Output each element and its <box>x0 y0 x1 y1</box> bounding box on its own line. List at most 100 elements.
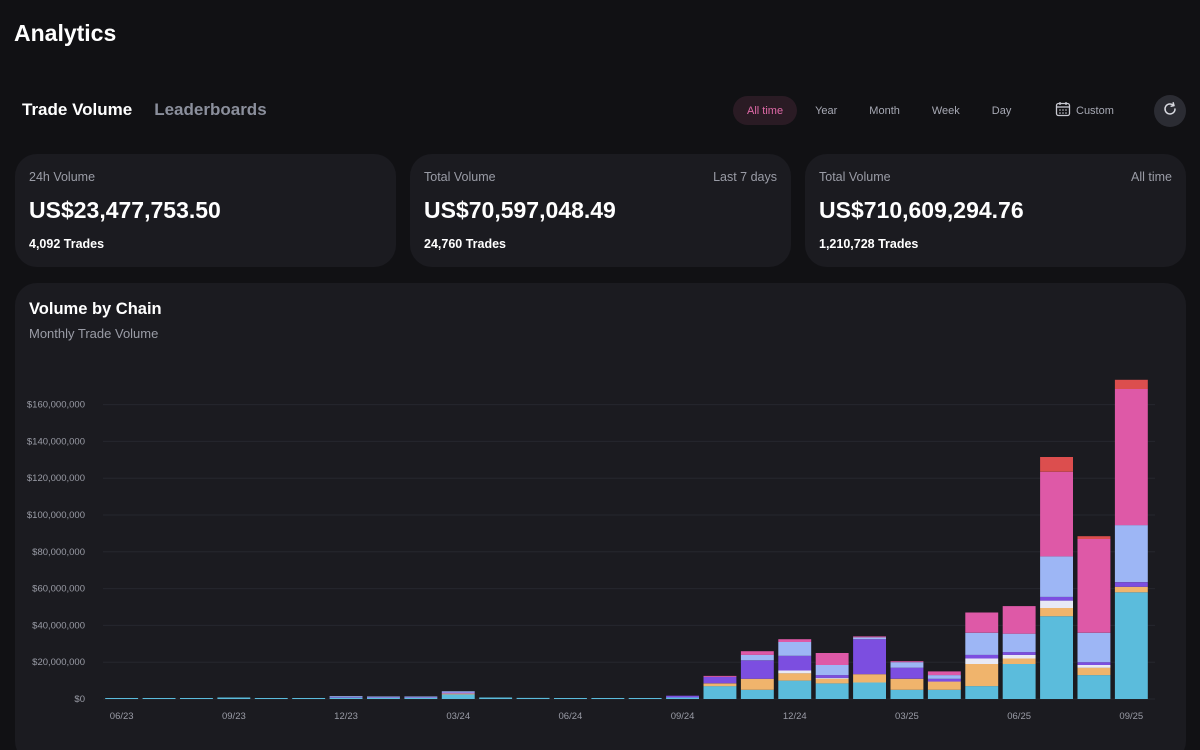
bar-segment[interactable] <box>965 664 999 687</box>
bar-segment[interactable] <box>1077 667 1111 676</box>
bar-segment[interactable] <box>927 671 961 676</box>
bar-segment[interactable] <box>890 689 924 699</box>
bar-segment[interactable] <box>591 698 625 699</box>
bar-segment[interactable] <box>815 653 849 665</box>
bar-segment[interactable] <box>1077 665 1111 668</box>
bar-segment[interactable] <box>703 683 737 687</box>
bar-segment[interactable] <box>927 681 961 690</box>
bar-segment[interactable] <box>516 697 550 699</box>
bar-segment[interactable] <box>740 678 774 690</box>
bar-segment[interactable] <box>1114 582 1148 587</box>
range-day-button[interactable]: Day <box>991 104 1012 117</box>
bar-segment[interactable] <box>853 674 886 683</box>
bar-segment[interactable] <box>404 696 438 698</box>
bar-segment[interactable] <box>965 612 999 633</box>
bar-segment[interactable] <box>479 697 513 700</box>
bar-segment[interactable] <box>815 675 849 678</box>
bar-segment[interactable] <box>965 686 999 699</box>
bar-segment[interactable] <box>778 673 812 681</box>
bar-segment[interactable] <box>815 683 849 699</box>
bar-segment[interactable] <box>965 658 999 665</box>
bar-segment[interactable] <box>180 698 213 699</box>
refresh-button[interactable] <box>1154 95 1186 127</box>
bar-segment[interactable] <box>1002 664 1036 699</box>
bar-segment[interactable] <box>1002 633 1036 653</box>
bar-segment[interactable] <box>740 660 774 679</box>
bar-segment[interactable] <box>815 678 849 684</box>
tab-trade-volume[interactable]: Trade Volume <box>22 100 133 119</box>
bar-segment[interactable] <box>815 677 849 679</box>
bar-segment[interactable] <box>1114 525 1148 583</box>
bar-segment[interactable] <box>703 676 737 684</box>
bar-segment[interactable] <box>740 651 774 655</box>
range-all-time-button[interactable]: All time <box>733 96 798 125</box>
bar-segment[interactable] <box>1077 662 1111 665</box>
bar-segment[interactable] <box>554 698 587 699</box>
bar-segment[interactable] <box>1040 556 1073 597</box>
bar-segment[interactable] <box>890 667 924 679</box>
bar-segment[interactable] <box>1040 616 1073 699</box>
bar-segment[interactable] <box>666 697 699 700</box>
bar-segment[interactable] <box>1040 457 1073 472</box>
range-month-button[interactable]: Month <box>869 104 900 117</box>
bar-segment[interactable] <box>1077 675 1111 699</box>
bar-segment[interactable] <box>740 654 774 661</box>
bar-segment[interactable] <box>1114 586 1148 593</box>
bar-segment[interactable] <box>778 655 812 671</box>
bar-segment[interactable] <box>927 689 961 699</box>
bar-segment[interactable] <box>254 698 288 699</box>
bar-segment[interactable] <box>1114 389 1148 526</box>
bar-segment[interactable] <box>1077 536 1111 539</box>
bar-segment[interactable] <box>927 678 961 682</box>
bar-segment[interactable] <box>404 697 438 699</box>
bar-segment[interactable] <box>1040 600 1073 608</box>
bar-segment[interactable] <box>778 680 812 699</box>
bar-segment[interactable] <box>890 678 924 690</box>
bar-segment[interactable] <box>740 689 774 699</box>
bar-segment[interactable] <box>1002 658 1036 665</box>
range-year-button[interactable]: Year <box>815 104 838 117</box>
bar-segment[interactable] <box>703 686 737 699</box>
bar-segment[interactable] <box>1002 606 1036 634</box>
bar-segment[interactable] <box>853 639 886 675</box>
bar-segment[interactable] <box>329 696 363 698</box>
bar-segment[interactable] <box>329 697 363 699</box>
bar-segment[interactable] <box>1002 654 1036 659</box>
bar-segment[interactable] <box>292 698 326 699</box>
bar-segment[interactable] <box>628 698 662 699</box>
bar-segment[interactable] <box>1114 592 1148 699</box>
bar-segment[interactable] <box>778 670 812 674</box>
bar-segment[interactable] <box>367 696 400 698</box>
bar-segment[interactable] <box>441 691 475 693</box>
bar-segment[interactable] <box>1040 607 1073 617</box>
bar-segment[interactable] <box>1002 652 1036 655</box>
bar-segment[interactable] <box>965 632 999 655</box>
bar-segment[interactable] <box>778 639 812 642</box>
bar-segment[interactable] <box>1077 538 1111 633</box>
bar-segment[interactable] <box>853 637 886 640</box>
bar-segment[interactable] <box>441 693 475 695</box>
bar-segment[interactable] <box>1114 379 1148 389</box>
bar-segment[interactable] <box>815 665 849 676</box>
bar-segment[interactable] <box>853 682 886 699</box>
bar-segment[interactable] <box>217 697 251 700</box>
bar-segment[interactable] <box>927 675 961 679</box>
bar-segment[interactable] <box>367 697 400 699</box>
range-week-button[interactable]: Week <box>931 104 960 117</box>
bar-segment[interactable] <box>1077 632 1111 663</box>
tab-leaderboards[interactable]: Leaderboards <box>154 100 267 119</box>
bar-segment[interactable] <box>105 698 139 699</box>
bar-segment[interactable] <box>890 661 924 663</box>
bar-segment[interactable] <box>965 654 999 659</box>
bar-segment[interactable] <box>1040 471 1073 557</box>
bar-segment[interactable] <box>142 698 176 699</box>
bar-segment[interactable] <box>853 636 886 638</box>
bar-segment[interactable] <box>1040 596 1073 601</box>
bar-segment[interactable] <box>441 692 475 694</box>
bar-segment[interactable] <box>441 694 475 699</box>
bar-segment[interactable] <box>778 642 812 656</box>
bar-segment[interactable] <box>890 662 924 668</box>
custom-range-button[interactable]: Custom <box>1055 96 1114 125</box>
bar-segment[interactable] <box>703 675 737 677</box>
bar-segment[interactable] <box>666 695 699 698</box>
